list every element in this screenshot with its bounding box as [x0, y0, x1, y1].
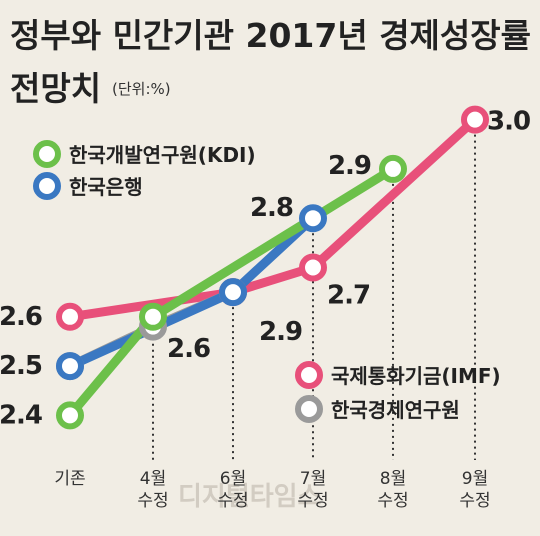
- value-labels: 2.6 2.7 3.0 2.5 2.9 2.8 2.4 2.6 2.9: [0, 107, 531, 431]
- x-tick-label: 9월 수정: [459, 469, 490, 511]
- value-label: 2.4: [0, 400, 42, 430]
- x-tick-label: 6월 수정: [217, 469, 248, 511]
- value-label: 2.8: [250, 193, 293, 223]
- legend-label-한국은행: 한국은행: [69, 175, 143, 199]
- data-point-국제통화기금imf: [461, 105, 489, 134]
- data-point-국제통화기금imf: [56, 302, 84, 331]
- legend-marker-국제통화기금imf: [295, 361, 323, 389]
- value-label: 2.6: [0, 302, 42, 332]
- legend-marker-한국경제연구원: [295, 395, 323, 423]
- legend-label-한국경제연구원: 한국경제연구원: [331, 398, 460, 422]
- data-point-한국개발연구원kdi: [139, 302, 167, 331]
- data-point-한국개발연구원kdi: [56, 401, 84, 430]
- legend-label-국제통화기금imf: 국제통화기금(IMF): [331, 364, 501, 388]
- data-point-한국은행: [219, 278, 247, 307]
- legend-label-한국개발연구원kdi: 한국개발연구원(KDI): [69, 143, 256, 167]
- x-tick-label: 기존: [54, 469, 85, 489]
- chart-unit: (단위:%): [112, 80, 171, 98]
- watermark: 디지털타임스: [178, 482, 322, 512]
- value-label: 2.9: [328, 151, 371, 181]
- value-label: 2.6: [167, 334, 210, 364]
- legend-marker-한국은행: [33, 172, 61, 200]
- data-point-국제통화기금imf: [299, 253, 327, 282]
- value-label: 3.0: [487, 107, 530, 137]
- chart-title-line2: 전망치: [10, 69, 101, 108]
- x-tick-label: 7월 수정: [297, 469, 328, 511]
- value-label: 2.5: [0, 351, 42, 381]
- data-point-한국은행: [56, 352, 84, 381]
- x-tick-label: 4월 수정: [137, 469, 168, 511]
- data-point-한국개발연구원kdi: [379, 154, 407, 183]
- legend-marker-한국개발연구원kdi: [33, 140, 61, 168]
- chart-title-line1: 정부와 민간기관 2017년 경제성장률: [10, 16, 531, 55]
- data-point-한국은행: [299, 204, 327, 233]
- x-tick-labels: 기존 4월 수정 6월 수정 7월 수정 8월 수정 9월 수정: [54, 469, 490, 511]
- value-label: 2.9: [259, 317, 302, 347]
- value-label: 2.7: [327, 281, 370, 311]
- series-markers: [56, 105, 489, 430]
- x-tick-label: 8월 수정: [377, 469, 408, 511]
